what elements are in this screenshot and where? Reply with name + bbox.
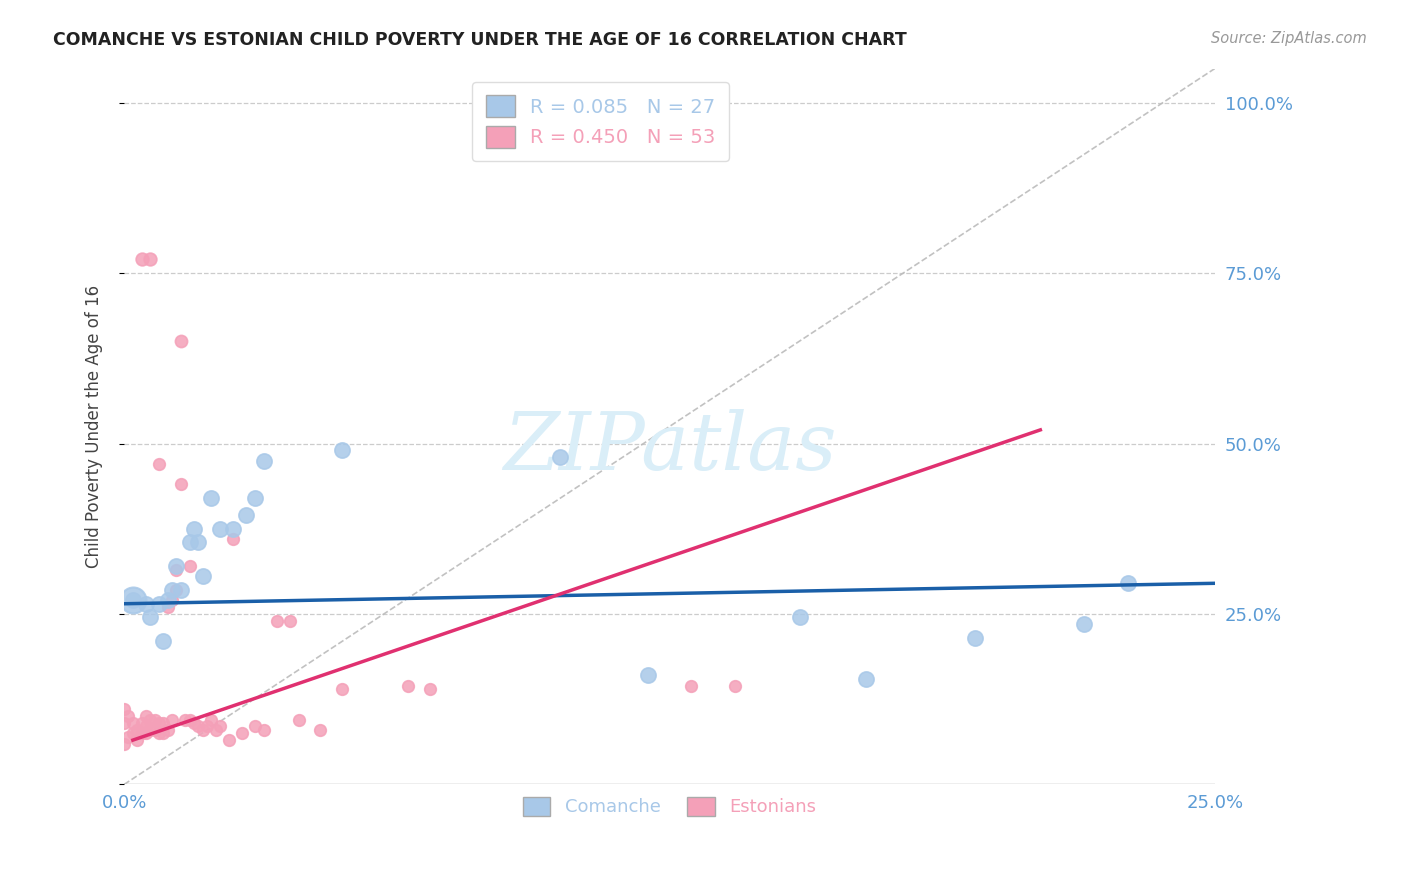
Point [218,733,240,747]
Point [148,457,170,471]
Point [287,713,309,727]
Point [139,723,162,737]
Point [121,593,143,607]
Point [166,583,188,598]
Point [187,535,209,549]
Point [183,522,205,536]
Point [135,597,157,611]
Text: ZIPatlas: ZIPatlas [503,409,837,487]
Point [112,716,135,731]
Point [139,610,162,624]
Point [148,726,170,740]
Point [131,716,153,731]
Point [148,716,170,731]
Point [183,716,205,731]
Point [200,491,222,505]
Point [187,719,209,733]
Point [681,679,703,693]
Point [179,713,201,727]
Point [179,559,201,574]
Point [152,634,174,648]
Point [127,723,149,737]
Point [253,723,276,737]
Point [121,726,143,740]
Point [253,453,276,467]
Point [131,252,153,267]
Point [166,563,188,577]
Point [200,713,222,727]
Text: COMANCHE VS ESTONIAN CHILD POVERTY UNDER THE AGE OF 16 CORRELATION CHART: COMANCHE VS ESTONIAN CHILD POVERTY UNDER… [53,31,907,49]
Point [152,716,174,731]
Point [152,726,174,740]
Point [131,726,153,740]
Point [209,719,232,733]
Point [135,726,157,740]
Point [117,730,139,744]
Point [231,726,253,740]
Point [789,610,811,624]
Point [550,450,572,465]
Point [148,597,170,611]
Point [121,716,143,731]
Point [222,522,245,536]
Point [309,723,332,737]
Point [419,681,441,696]
Point [112,737,135,751]
Legend: Comanche, Estonians: Comanche, Estonians [515,788,825,825]
Point [330,681,353,696]
Point [166,559,188,574]
Point [235,508,257,522]
Point [139,713,162,727]
Point [278,614,301,628]
Point [222,532,245,546]
Point [135,709,157,723]
Point [143,713,166,727]
Point [204,723,226,737]
Point [156,600,179,615]
Y-axis label: Child Poverty Under the Age of 16: Child Poverty Under the Age of 16 [86,285,103,568]
Point [156,723,179,737]
Point [170,583,193,598]
Point [160,593,183,607]
Point [266,614,288,628]
Point [174,713,197,727]
Point [195,719,218,733]
Point [135,719,157,733]
Text: Source: ZipAtlas.com: Source: ZipAtlas.com [1211,31,1367,46]
Point [855,672,877,686]
Point [179,535,201,549]
Point [209,522,232,536]
Point [127,733,149,747]
Point [121,593,143,607]
Point [637,668,659,682]
Point [156,593,179,607]
Point [117,709,139,723]
Point [1116,576,1139,591]
Point [160,583,183,598]
Point [724,679,747,693]
Point [170,477,193,491]
Point [396,679,419,693]
Point [330,443,353,458]
Point [160,713,183,727]
Point [139,252,162,267]
Point [243,719,266,733]
Point [170,334,193,349]
Point [243,491,266,505]
Point [191,723,214,737]
Point [1073,617,1095,632]
Point [143,723,166,737]
Point [112,702,135,716]
Point [191,569,214,583]
Point [963,631,986,645]
